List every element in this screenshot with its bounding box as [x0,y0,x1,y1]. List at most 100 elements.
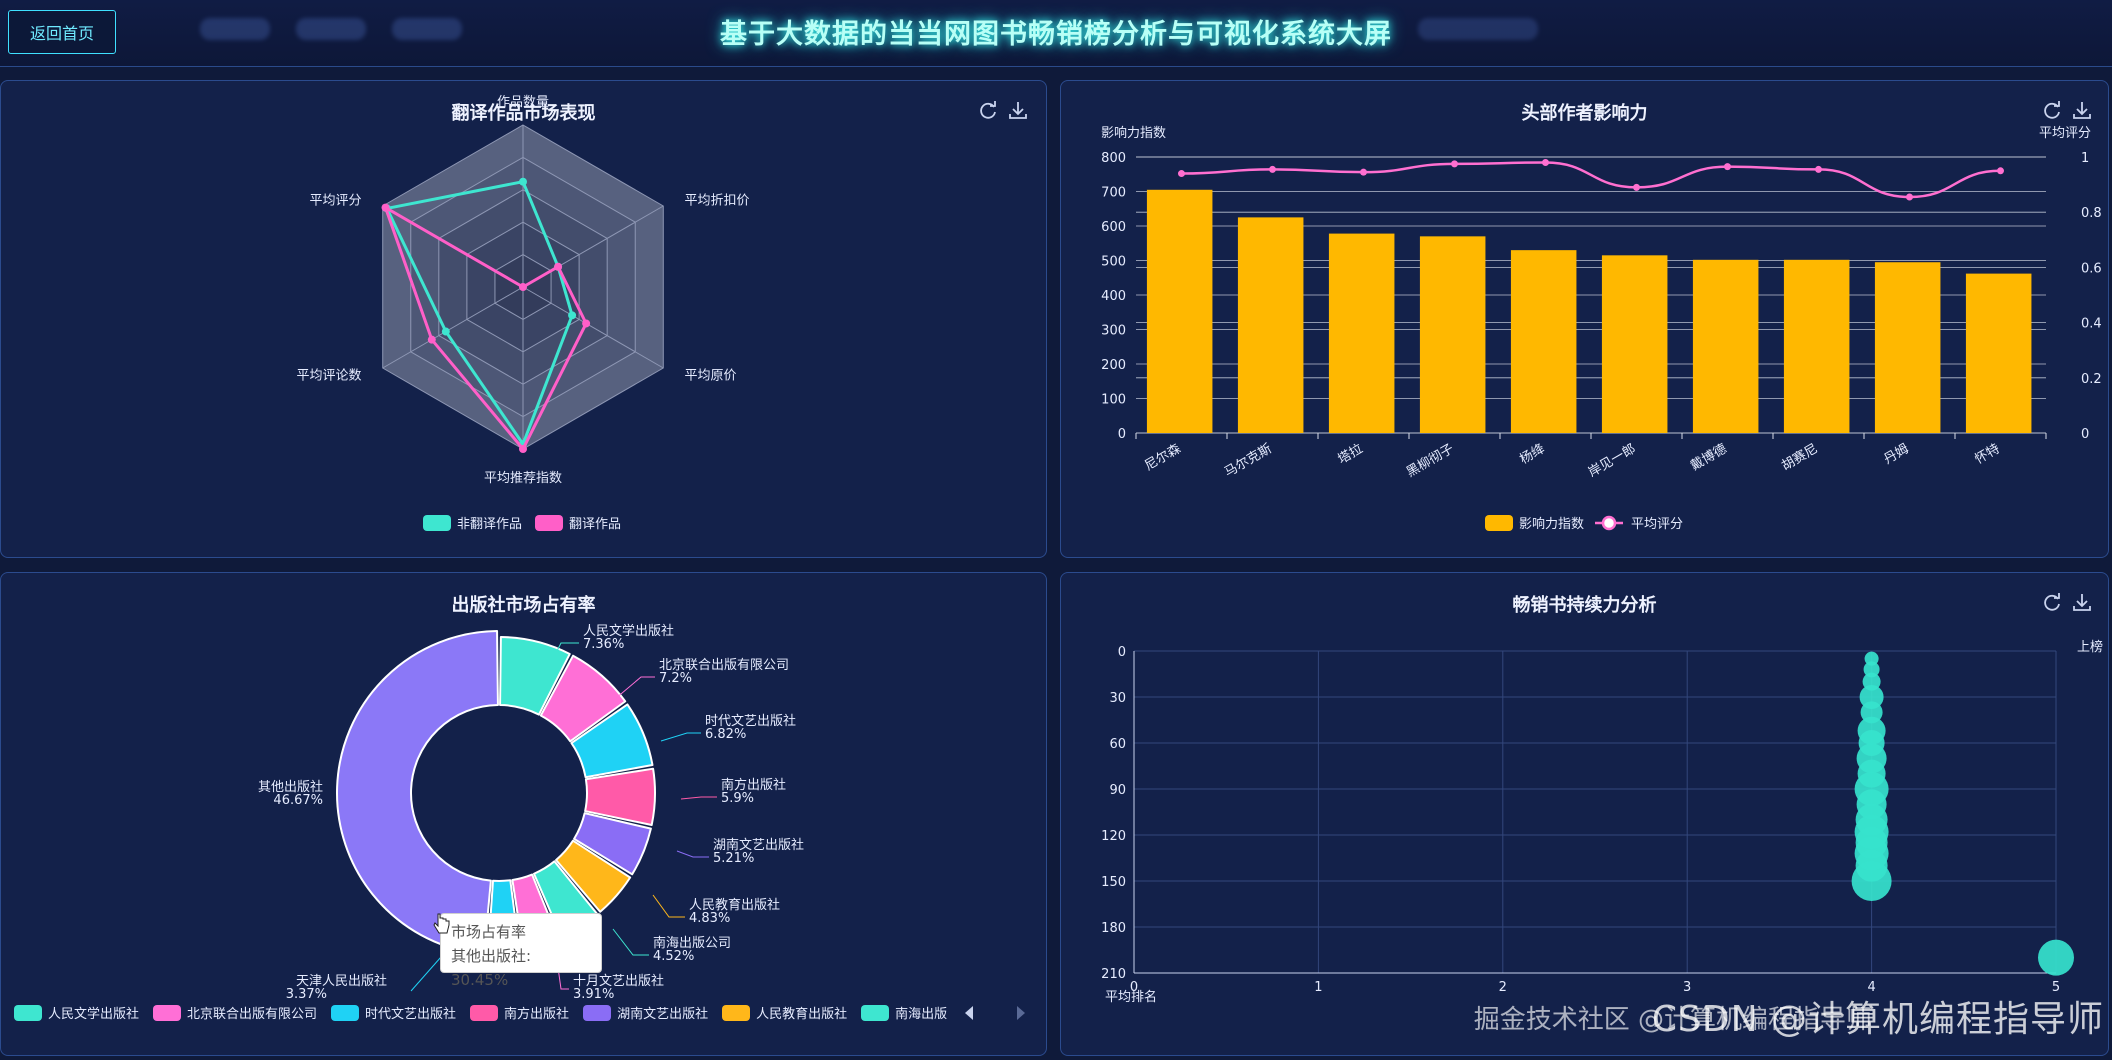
bar-category-label: 马尔克斯 [1222,441,1275,480]
pie-legend-item[interactable]: 湖南文艺出版社 [583,1003,708,1022]
radar-point [582,319,591,328]
scatter-y-tick: 210 [1101,967,1126,982]
bar-left-tick: 400 [1101,289,1126,304]
radar-point [554,262,563,271]
pie-slice-pct: 5.9% [721,791,754,806]
watermark-juejin: 掘金技术社区 @计算机编程指导师 [1473,1005,1872,1035]
radar-legend-swatch [535,515,563,531]
bar-left-tick: 300 [1101,324,1126,339]
bar [1510,250,1577,433]
radar-point [519,177,527,186]
tooltip-value: 其他出版社: 30.45% [451,947,532,989]
radar-legend-swatch [423,515,451,531]
scatter-panel: 畅销书持续力分析 0 30 60 90 120 150 180 210 0 1 2 3 4 5 平均排名 上榜 [1060,572,2109,1056]
bar [1419,236,1486,433]
rating-point [1178,170,1185,178]
bar-category-label: 尼尔森 [1142,441,1183,473]
pie-legend-swatch [470,1004,499,1021]
pie-legend-item[interactable]: 南海出版 [861,1003,947,1022]
pie-leader-line [652,894,685,918]
radar-indicator-label: 平均推荐指数 [484,471,562,486]
pie-legend-label: 南海出版 [895,1007,948,1022]
line-legend-label: 平均评分 [1631,517,1683,532]
download-icon[interactable] [2071,99,2093,121]
pie-slice [555,839,632,913]
rating-point [1360,168,1367,176]
bar-ylabel-right: 平均评分 [2039,126,2091,141]
pie-slice-pct: 4.83% [689,911,730,926]
refresh-icon[interactable] [2041,99,2063,121]
scatter-chart: 0 30 60 90 120 150 180 210 0 1 2 3 4 5 平均排名 上榜 [1101,639,2103,1005]
bar-category-label: 胡赛尼 [1779,441,1821,474]
pie-legend: 人民文学出版社 北京联合出版有限公司 时代文艺出版社 南方出版社 湖南文艺出版社 人民教育… [14,1003,947,1022]
watermark-csdn: CSDN @计算机编程指导师 [1651,999,2104,1040]
pie-slice-label: 十月文艺出版社 [573,973,664,989]
bar [1146,189,1213,433]
radar-point [568,311,577,320]
pie-slice-label: 人民文学出版社 [583,623,674,639]
rating-point [1451,160,1458,168]
pie-leader-line [545,642,579,674]
pie-legend-item[interactable]: 人民教育出版社 [722,1003,847,1022]
pie-legend-label: 北京联合出版有限公司 [187,1007,318,1022]
dashboard-title: 基于大数据的当当网图书畅销榜分析与可视化系统大屏 [720,19,1392,50]
pie-slice-label: 南海出版公司 [653,935,731,951]
legend-prev-icon[interactable] [962,1004,976,1022]
tooltip-title: 市场占有率 [451,923,527,941]
scatter-y-tick: 120 [1101,829,1126,844]
pie-legend-item[interactable]: 时代文艺出版社 [331,1003,456,1022]
bar-category-label: 戴博德 [1688,441,1729,473]
bar-right-tick: 0.8 [2081,206,2102,221]
scatter-x-tick: 2 [1499,980,1507,995]
bar-left-tick: 600 [1101,220,1126,235]
scatter-y-tick: 0 [1118,645,1126,660]
pie-legend-item[interactable]: 南方出版社 [470,1003,569,1022]
radar-legend-label: 翻译作品 [569,517,621,532]
pie-slice-label: 南方出版社 [721,777,786,793]
scatter-y-tick: 150 [1101,875,1126,890]
rating-point [1542,159,1549,167]
download-icon[interactable] [2071,591,2093,613]
radar-indicator-label: 平均折扣价 [685,194,750,209]
pie-legend-item[interactable]: 北京联合出版有限公司 [153,1003,317,1022]
pie-slice-label: 湖南文艺出版社 [713,837,804,853]
pie-slice-label: 时代文艺出版社 [705,713,796,729]
bar [1328,233,1395,433]
scatter-x-tick: 3 [1683,980,1691,995]
rating-point [1906,193,1913,201]
pie-legend-label: 湖南文艺出版社 [617,1007,709,1022]
scatter-x-tick: 5 [2052,980,2060,995]
refresh-icon[interactable] [2041,591,2063,613]
pie-slice [584,767,656,826]
radar-indicator-label: 平均评分 [309,194,361,209]
bar-left-tick: 100 [1101,393,1126,408]
scatter-point [1859,685,1884,709]
cursor-hand-icon [433,913,450,934]
pie-legend-swatch [583,1004,612,1021]
refresh-icon[interactable] [977,99,999,121]
radar-point [519,445,527,453]
legend-next-icon[interactable] [1014,1004,1028,1022]
scatter-point [1864,651,1879,666]
scatter-x-label: 平均排名 [1105,989,1157,1005]
pie-slice-pct: 3.37% [286,987,327,1002]
download-icon[interactable] [1007,99,1029,121]
pie-slice-label: 人民教育出版社 [689,897,780,913]
pie-title: 出版社市场占有率 [451,595,596,616]
bar [1965,273,2032,433]
radar-indicator-label: 平均原价 [685,368,737,383]
rating-point [1997,167,2004,175]
bar [1237,217,1304,433]
pie-leader-line [410,956,442,992]
pie-legend-item[interactable]: 人民文学出版社 [14,1003,139,1022]
pie-leader-line [614,676,655,700]
pie-leader-line [680,796,717,800]
back-home-button[interactable]: 返回首页 [8,10,116,54]
pie-slice-label: 北京联合出版有限公司 [659,658,789,673]
radar-axis [382,286,524,369]
pie-legend-label: 人民教育出版社 [756,1007,848,1022]
bar-category-label: 黑柳彻子 [1404,441,1457,480]
scatter-point [2038,939,2074,976]
scatter-x-tick: 0 [1130,980,1138,995]
